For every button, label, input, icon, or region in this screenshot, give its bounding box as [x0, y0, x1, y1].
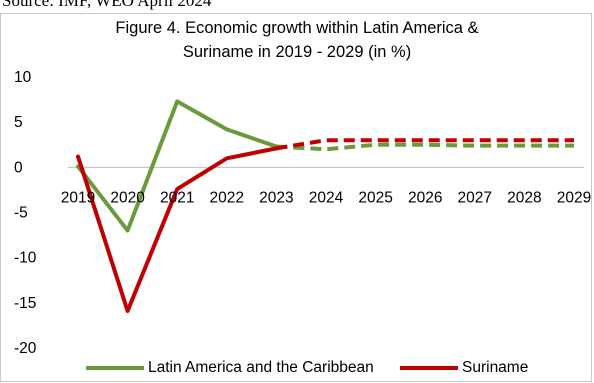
y-tick-label: 5 — [14, 114, 23, 131]
series-line-solid-0 — [76, 99, 279, 233]
x-tick-label: 2022 — [210, 189, 244, 206]
x-tick-label: 2020 — [110, 189, 145, 206]
legend-label-suriname: Suriname — [462, 359, 529, 376]
x-tick-label: 2019 — [61, 189, 95, 206]
series-line-solid-1 — [76, 146, 279, 313]
x-tick-label: 2025 — [358, 189, 392, 206]
x-tick-label: 2021 — [160, 189, 194, 206]
x-tick-label: 2028 — [507, 189, 541, 206]
y-tick-label: 0 — [14, 159, 23, 176]
series-line-dashed-0 — [276, 142, 574, 152]
chart-frame — [0, 13, 592, 382]
y-tick-label: -20 — [14, 340, 37, 357]
chart-title-line-1: Figure 4. Economic growth within Latin A… — [115, 19, 479, 37]
legend-label-latin-america: Latin America and the Caribbean — [148, 359, 374, 376]
legend-item-latin-america: Latin America and the Caribbean — [86, 356, 374, 380]
legend-item-suriname: Suriname — [400, 356, 528, 380]
y-tick-label: -10 — [14, 250, 37, 267]
source-note: Source: IMF, WEO April 2024 — [2, 0, 212, 10]
series-line-dashed-1 — [276, 138, 574, 151]
x-tick-label: 2029 — [557, 189, 591, 206]
x-tick-label: 2027 — [458, 189, 492, 206]
legend-swatch-suriname — [400, 366, 458, 370]
y-tick-label: 10 — [14, 69, 32, 86]
x-tick-label: 2026 — [408, 189, 442, 206]
x-tick-label: 2024 — [309, 189, 344, 206]
chart-title-line-2: Suriname in 2019 - 2029 (in %) — [182, 43, 412, 61]
legend-swatch-latin-america — [86, 366, 144, 370]
y-tick-label: -15 — [14, 295, 36, 312]
legend: Latin America and the Caribbean Suriname — [0, 356, 594, 380]
x-tick-label: 2023 — [259, 189, 293, 206]
y-tick-label: -5 — [14, 205, 28, 222]
